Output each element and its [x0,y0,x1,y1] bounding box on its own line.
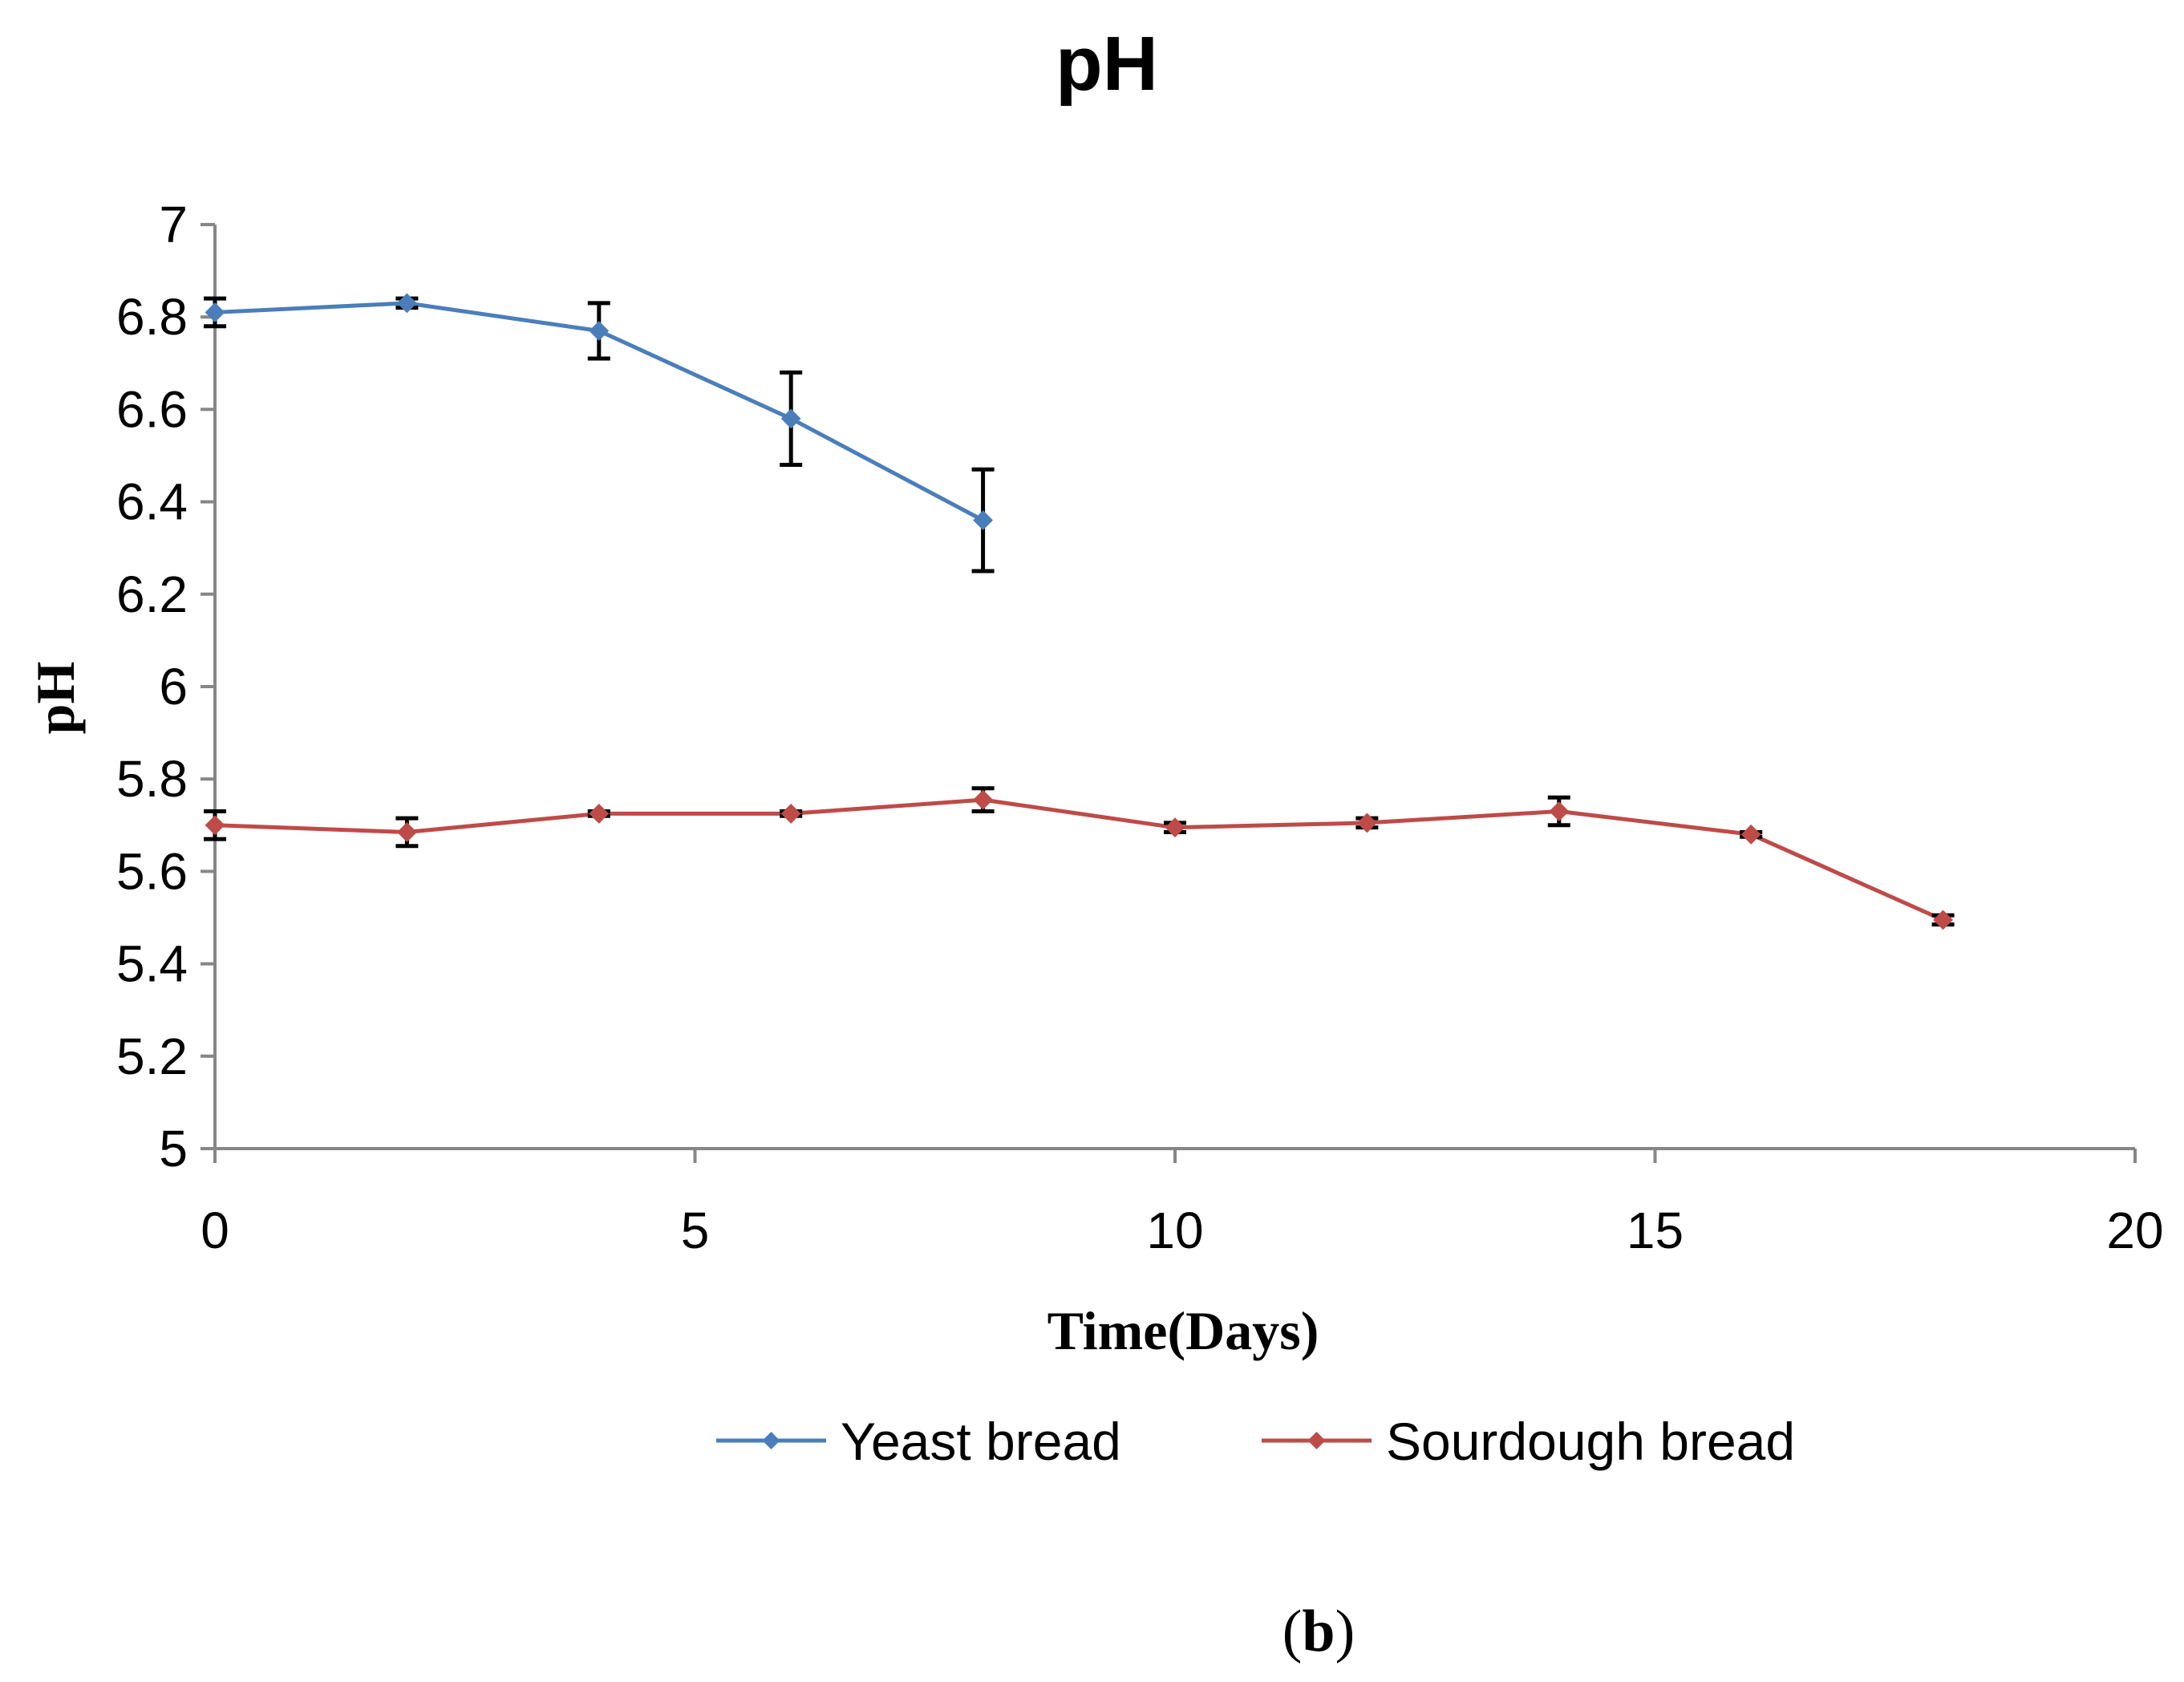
y-tick-label: 5.6 [116,842,188,900]
chart-title: pH [1056,21,1158,107]
y-tick-label: 5 [159,1120,188,1177]
series-group [204,293,995,574]
data-point [780,408,801,429]
data-point [973,789,994,810]
caption-open-paren: ( [1282,1599,1303,1664]
y-axis-label: pH [25,662,86,735]
legend-item: Yeast bread [716,1412,1121,1471]
legend: Yeast bread Sourdough bread [716,1412,1795,1471]
data-point [396,293,417,314]
data-point [396,822,417,842]
caption-letter: b [1302,1599,1335,1664]
legend-label: Sourdough bread [1386,1412,1795,1471]
data-point [1356,813,1377,833]
x-tick-label: 15 [1627,1202,1684,1259]
y-tick-label: 6.4 [116,473,188,531]
x-tick-label: 5 [681,1202,710,1259]
series-group [204,786,1955,930]
y-tick-label: 6.2 [116,565,188,623]
axes: 55.25.45.65.866.26.46.66.870 5 10 15 20 [116,196,2164,1259]
caption-close-paren: ) [1335,1599,1355,1664]
legend-label: Yeast bread [841,1412,1121,1471]
data-point [205,302,225,322]
x-tick-label: 0 [201,1202,229,1259]
data-point [589,803,610,824]
y-tick-label: 6 [159,658,188,715]
y-tick-label: 5.4 [116,935,188,993]
data-point [589,321,610,341]
y-tick-label: 5.8 [116,750,188,808]
series-line [214,797,1944,922]
x-tick-label: 20 [2106,1202,2163,1259]
legend-item: Sourdough bread [1262,1412,1795,1471]
data-point [973,510,994,531]
legend-marker [762,1432,780,1449]
y-tick-label: 5.2 [116,1027,188,1085]
data-point [1165,817,1185,838]
x-tick-label: 10 [1146,1202,1203,1259]
data-point [1740,824,1761,845]
data-point [1933,910,1954,930]
y-tick-label: 6.8 [116,288,188,346]
figure-caption: (b) [1282,1599,1355,1664]
y-tick-label: 6.6 [116,380,188,438]
data-point [780,803,801,824]
y-tick-label: 7 [159,196,188,253]
series-layer [204,293,1955,930]
data-point [205,815,225,836]
legend-marker [1307,1432,1326,1449]
x-axis-label: Time(Days) [1047,1300,1319,1361]
data-point [1549,801,1570,821]
